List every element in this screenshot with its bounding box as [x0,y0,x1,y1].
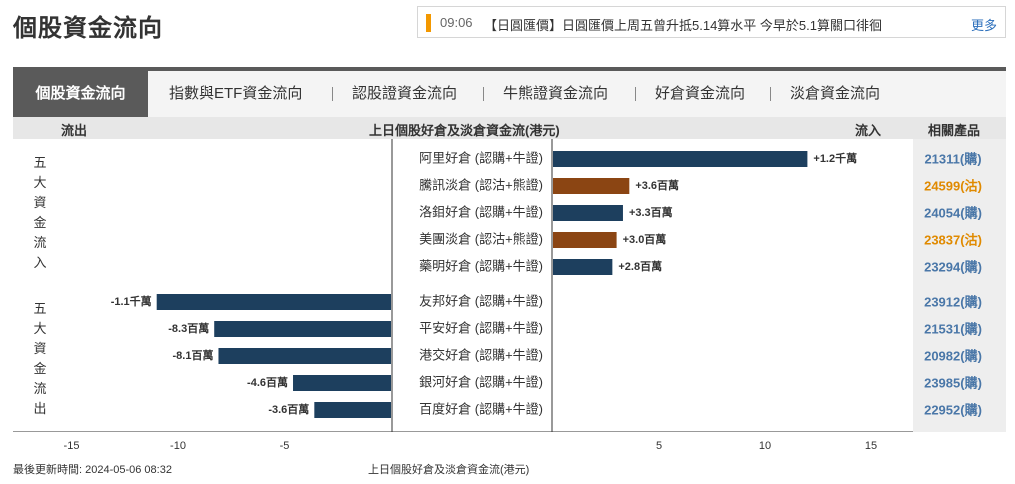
x-tick-label: -15 [64,440,80,452]
product-link[interactable]: 24054(購) [924,205,982,220]
bar [214,321,391,337]
value-label: -4.6百萬 [247,375,288,389]
bar [553,151,808,167]
row-label: 百度好倉 (認購+牛證) [419,401,543,416]
chart-frame: 五大資金流入 五大資金流出 [13,139,1006,432]
group-label-outflow: 五大資金流出 [33,301,47,416]
value-label: +3.0百萬 [623,232,667,246]
x-tick-label: -5 [280,440,290,452]
tab-cbbc-flow[interactable]: 牛熊證資金流向 [503,85,609,102]
tab-bear-flow[interactable]: 淡倉資金流向 [790,85,881,102]
row-label: 藥明好倉 (認購+牛證) [419,258,543,273]
news-ticker[interactable]: 09:06 【日圓匯價】日圓匯價上周五曾升抵5.14算水平 今早於5.1算關口徘… [417,6,1006,38]
group-label-inflow: 五大資金流入 [33,155,47,270]
tab-warrant-flow[interactable]: 認股證資金流向 [352,85,458,102]
product-link[interactable]: 21531(購) [924,321,982,336]
value-label: -8.1百萬 [173,348,214,362]
row-label: 友邦好倉 (認購+牛證) [419,293,543,308]
x-tick-label: 10 [759,440,771,452]
x-tick-label: -10 [170,440,186,452]
product-link[interactable]: 23985(購) [924,375,982,390]
news-more-link[interactable]: 更多 [970,18,997,33]
value-label: +1.2千萬 [813,151,857,165]
product-link[interactable]: 21311(購) [924,151,981,166]
bar [553,259,613,275]
product-link[interactable]: 22952(購) [924,402,982,417]
header-inflow: 流入 [855,123,882,138]
row-label: 騰訊淡倉 (認沽+熊證) [419,177,543,192]
x-tick-label: 5 [656,440,662,452]
tab-separator [770,87,771,101]
bar [553,205,623,221]
value-label: +2.8百萬 [618,259,662,273]
header-outflow: 流出 [61,123,88,138]
tab-bull-flow[interactable]: 好倉資金流向 [655,85,746,102]
row-label: 洛鉬好倉 (認購+牛證) [419,204,543,219]
value-label: -3.6百萬 [268,402,309,416]
header-center: 上日個股好倉及淡倉資金流(港元) [369,123,560,138]
row-label: 港交好倉 (認購+牛證) [419,347,543,362]
row-label: 美團淡倉 (認沽+熊證) [419,231,543,246]
news-time: 09:06 [440,15,473,30]
tab-bar: 個股資金流向 指數與ETF資金流向 認股證資金流向 牛熊證資金流向 好倉資金流向… [13,67,1006,117]
value-label: -1.1千萬 [111,294,152,308]
tab-separator [635,87,636,101]
bar [293,375,391,391]
page-title: 個股資金流向 [13,15,163,42]
chart-header: 流出 上日個股好倉及淡倉資金流(港元) 流入 相關產品 [13,117,1006,139]
products-column [913,139,1006,432]
header-products: 相關產品 [928,123,981,138]
flow-chart: 阿里好倉 (認購+牛證) +1.2千萬 21311(購) 騰訊淡倉 (認沽+熊證) +3… [64,139,982,452]
product-link[interactable]: 23294(購) [924,259,982,274]
x-tick-label: 15 [865,440,877,452]
tab-separator [332,87,333,101]
row-label: 阿里好倉 (認購+牛證) [419,150,543,165]
product-link[interactable]: 23912(購) [924,294,982,309]
tab-stock-flow[interactable]: 個股資金流向 [13,71,148,117]
bar [218,348,391,364]
tab-index-etf-flow[interactable]: 指數與ETF資金流向 [169,85,303,102]
row-label: 平安好倉 (認購+牛證) [419,320,543,335]
bar [553,232,617,248]
bar [156,294,391,310]
tab-separator [483,87,484,101]
bar [553,178,630,194]
news-marker [426,14,431,32]
product-link[interactable]: 24599(沽) [924,178,982,193]
bar [314,402,391,418]
value-label: -8.3百萬 [168,321,209,335]
value-label: +3.3百萬 [629,205,673,219]
product-link[interactable]: 23837(沽) [924,232,982,247]
footer-caption: 上日個股好倉及淡倉資金流(港元) [368,464,530,476]
row-label: 銀河好倉 (認購+牛證) [419,374,543,389]
value-label: +3.6百萬 [635,178,679,192]
last-updated: 最後更新時間: 2024-05-06 08:32 [13,464,172,476]
product-link[interactable]: 20982(購) [924,348,982,363]
